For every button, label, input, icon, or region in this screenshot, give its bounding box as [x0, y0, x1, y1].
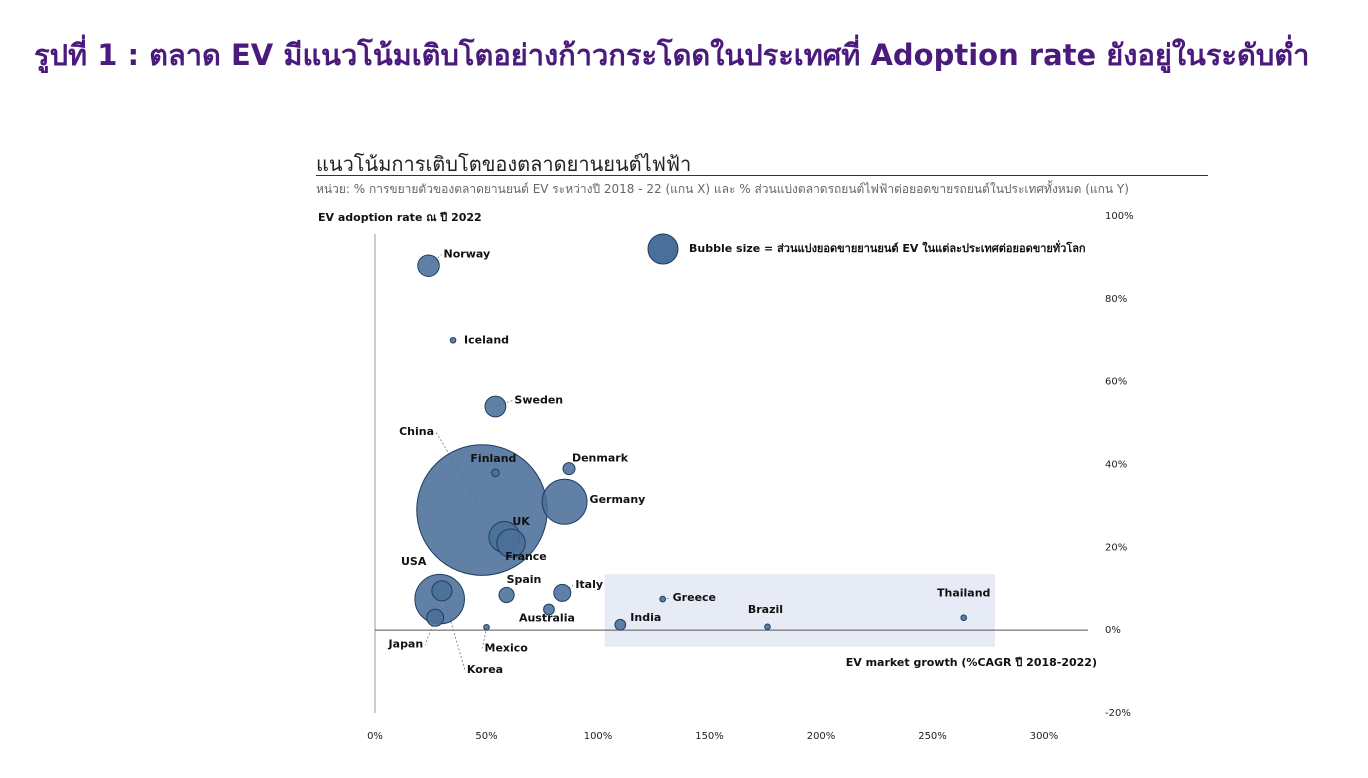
x-tick-label: 100%	[584, 731, 613, 742]
page-title: รูปที่ 1 : ตลาด EV มีแนวโน้มเติบโตอย่างก…	[34, 38, 1310, 72]
label-spain: Spain	[507, 573, 542, 586]
x-tick-label: 200%	[807, 731, 836, 742]
label-denmark: Denmark	[572, 452, 629, 465]
y-axis-label: EV adoption rate ณ ปี 2022	[318, 211, 482, 224]
label-japan: Japan	[388, 638, 424, 651]
bubble-italy	[553, 583, 572, 602]
bubble-brazil	[764, 623, 771, 631]
label-sweden: Sweden	[514, 394, 563, 407]
bubble-france	[496, 528, 526, 558]
label-china: China	[399, 425, 434, 438]
bubble-norway	[417, 254, 440, 277]
title-divider	[316, 175, 1208, 176]
x-tick-label: 0%	[367, 731, 383, 742]
x-tick-label: 250%	[918, 731, 947, 742]
y-tick-labels: 100% 80% 60% 40% 20% 0% -20%	[1105, 211, 1134, 719]
label-usa: USA	[401, 555, 427, 568]
y-tick-label: 0%	[1105, 625, 1121, 636]
x-tick-labels: 0% 50% 100% 150% 200% 250% 300%	[367, 731, 1058, 742]
point-labels: Norway Iceland Sweden China Finland Denmark Ge…	[388, 248, 991, 676]
bubble-india	[614, 618, 627, 631]
label-germany: Germany	[590, 493, 646, 506]
label-brazil: Brazil	[748, 603, 783, 616]
bubble-japan	[426, 608, 445, 627]
y-tick-label: 20%	[1105, 542, 1127, 553]
x-tick-label: 300%	[1030, 731, 1059, 742]
bubble-size-legend: Bubble size = ส่วนแบ่งยอดขายยานยนต์ EV ใ…	[647, 233, 1086, 265]
label-mexico: Mexico	[485, 641, 529, 654]
x-tick-label: 150%	[695, 731, 724, 742]
label-korea: Korea	[467, 663, 503, 676]
bubble-mexico	[483, 623, 490, 631]
y-tick-label: 100%	[1105, 211, 1134, 222]
label-italy: Italy	[575, 578, 603, 591]
legend-bubble-icon	[647, 233, 679, 265]
label-france: France	[505, 550, 546, 563]
bubble-spain	[498, 586, 515, 604]
bubble-sweden	[484, 395, 507, 418]
bubble-iceland	[449, 336, 457, 344]
label-australia: Australia	[519, 611, 575, 624]
leader-mexico	[482, 627, 487, 649]
bubbles	[414, 254, 968, 631]
y-tick-label: -20%	[1105, 708, 1131, 719]
label-thailand: Thailand	[937, 587, 990, 600]
label-uk: UK	[512, 515, 530, 528]
bubble-germany	[541, 478, 588, 525]
label-finland: Finland	[470, 452, 516, 465]
bubble-australia	[543, 603, 555, 616]
bubble-greece	[659, 595, 666, 603]
label-greece: Greece	[673, 591, 716, 604]
highlight-region	[604, 574, 995, 647]
x-tick-label: 50%	[475, 731, 497, 742]
bubble-denmark	[562, 462, 576, 476]
x-axis-label: EV market growth (%CAGR ปี 2018-2022)	[846, 656, 1097, 669]
label-iceland: Iceland	[464, 333, 509, 346]
legend-text: Bubble size = ส่วนแบ่งยอดขายยานยนต์ EV ใ…	[689, 240, 1086, 255]
bubble-finland	[491, 468, 500, 478]
label-india: India	[630, 611, 661, 624]
chart-subtitle: หน่วย: % การขยายตัวของตลาดยานยนต์ EV ระห…	[316, 182, 1129, 196]
y-tick-label: 60%	[1105, 377, 1127, 388]
bubble-thailand	[960, 614, 968, 622]
y-tick-label: 80%	[1105, 294, 1127, 305]
chart-title: แนวโน้มการเติบโตของตลาดยานยนต์ไฟฟ้า	[316, 152, 692, 176]
bubble-korea	[431, 580, 453, 602]
y-tick-label: 40%	[1105, 460, 1127, 471]
label-norway: Norway	[444, 248, 491, 261]
